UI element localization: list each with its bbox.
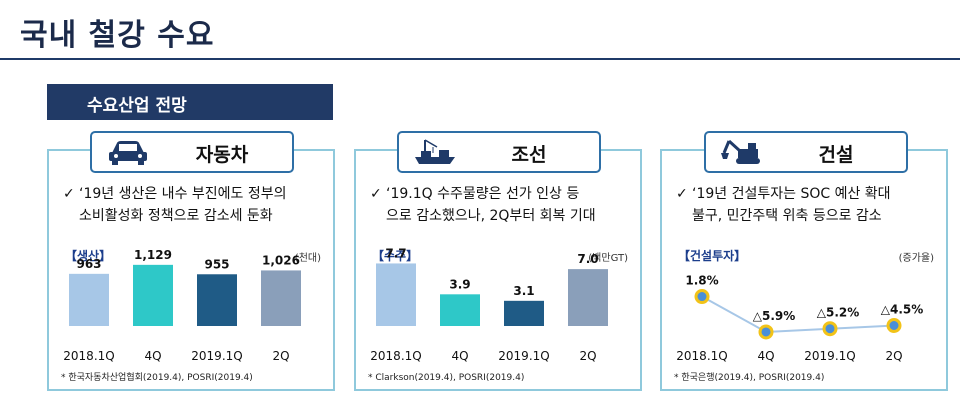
category-label: 4Q xyxy=(144,349,161,363)
panel-shipbuilding: ✓ ‘19.1Q 수주물량은 선가 인상 등 으로 감소했으나, 2Q부터 회복… xyxy=(354,149,642,391)
category-label: 2019.1Q xyxy=(498,349,549,363)
source-note: * 한국자동차산업협회(2019.4), POSRI(2019.4) xyxy=(61,373,253,383)
chart-unit: (천대) xyxy=(294,253,321,264)
chart-shipbuilding: 7.7 3.9 3.1 7.0 2018.1Q 4Q 2019.1Q 2Q xyxy=(370,246,608,363)
bar xyxy=(376,263,416,326)
data-label: 3.1 xyxy=(513,284,534,298)
bullet-line-2: 소비활성화 정책으로 감소세 둔화 xyxy=(79,208,273,224)
category-label: 2019.1Q xyxy=(804,349,855,363)
bar xyxy=(568,269,608,326)
check-icon: ✓ xyxy=(63,186,75,202)
page-title: 국내 철강 수요 xyxy=(20,18,215,53)
series-line xyxy=(701,295,895,333)
bar xyxy=(133,264,173,326)
source-note: * Clarkson(2019.4), POSRI(2019.4) xyxy=(368,373,525,383)
data-label: 955 xyxy=(204,257,229,271)
data-point xyxy=(886,318,902,333)
chart-subtitle: 【생산】 xyxy=(65,249,112,263)
category-label: 2Q xyxy=(579,349,596,363)
source-note: * 한국은행(2019.4), POSRI(2019.4) xyxy=(674,373,825,383)
category-label: 2018.1Q xyxy=(370,349,421,363)
data-point xyxy=(694,289,710,305)
data-point xyxy=(758,324,774,340)
panel-bullet: ✓ ‘19년 건설투자는 SOC 예산 확대 불구, 민간주택 위축 등으로 감… xyxy=(676,183,940,227)
data-label: 1.8% xyxy=(685,274,718,288)
data-label: 7.0 xyxy=(577,252,598,266)
chart-construction: 1.8% △5.9% △5.2% △4.5% 2018.1Q 4Q 2019.1Q 2Q xyxy=(676,274,924,363)
bullet-line-2: 불구, 민간주택 위축 등으로 감소 xyxy=(692,208,882,224)
panel-bullet: ✓ ‘19년 생산은 내수 부진에도 정부의 소비활성화 정책으로 감소세 둔화 xyxy=(63,183,327,227)
bullet-line-1: ‘19년 건설투자는 SOC 예산 확대 xyxy=(692,186,891,202)
bar xyxy=(261,270,301,326)
car-icon xyxy=(109,141,147,165)
tag-label: 조선 xyxy=(511,144,547,166)
category-label: 2018.1Q xyxy=(676,349,727,363)
bullet-line-1: ‘19.1Q 수주물량은 선가 인상 등 xyxy=(386,186,580,202)
title-divider xyxy=(0,58,960,60)
section-header: 수요산업 전망 xyxy=(47,84,333,120)
category-label: 2019.1Q xyxy=(191,349,242,363)
chart-unit: (백만GT) xyxy=(588,253,628,264)
category-label: 2018.1Q xyxy=(63,349,114,363)
panel-automobile: ✓ ‘19년 생산은 내수 부진에도 정부의 소비활성화 정책으로 감소세 둔화… xyxy=(47,149,335,391)
tag-label: 자동차 xyxy=(195,144,249,166)
chart-automobile: 963 1,129 955 1,026 2018.1Q 4Q 2019.1Q 2Q xyxy=(63,248,301,363)
excavator-icon xyxy=(721,139,760,164)
chart-subtitle: 【건설투자】 xyxy=(678,249,747,263)
tag-shipbuilding: 조선 xyxy=(397,131,601,173)
category-label: 2Q xyxy=(272,349,289,363)
bar xyxy=(197,274,237,326)
data-point xyxy=(822,321,838,337)
data-label: 1,026 xyxy=(262,253,300,267)
chart-subtitle: 【수주】 xyxy=(372,249,419,263)
panel-construction: ✓ ‘19년 건설투자는 SOC 예산 확대 불구, 민간주택 위축 등으로 감… xyxy=(660,149,948,391)
tag-automobile: 자동차 xyxy=(90,131,294,173)
check-icon: ✓ xyxy=(370,186,382,202)
bar xyxy=(69,273,109,326)
bar xyxy=(440,294,480,326)
ship-icon xyxy=(415,139,455,164)
section-label: 수요산업 전망 xyxy=(87,96,187,116)
bar xyxy=(504,300,544,326)
data-label: △4.5% xyxy=(881,303,924,317)
tag-label: 건설 xyxy=(818,144,854,166)
bullet-line-1: ‘19년 생산은 내수 부진에도 정부의 xyxy=(79,186,287,202)
tag-construction: 건설 xyxy=(704,131,908,173)
data-label: 7.7 xyxy=(385,246,406,260)
bullet-line-2: 으로 감소했으나, 2Q부터 회복 기대 xyxy=(386,208,596,224)
category-label: 4Q xyxy=(757,349,774,363)
data-label: 1,129 xyxy=(134,248,172,262)
check-icon: ✓ xyxy=(676,186,688,202)
data-label: △5.9% xyxy=(753,309,796,323)
category-label: 2Q xyxy=(885,349,902,363)
chart-unit: (증가율) xyxy=(898,253,934,264)
data-label: 963 xyxy=(76,257,101,271)
panel-bullet: ✓ ‘19.1Q 수주물량은 선가 인상 등 으로 감소했으나, 2Q부터 회복… xyxy=(370,183,634,227)
data-label: △5.2% xyxy=(817,306,860,320)
data-label: 3.9 xyxy=(449,277,470,291)
category-label: 4Q xyxy=(451,349,468,363)
